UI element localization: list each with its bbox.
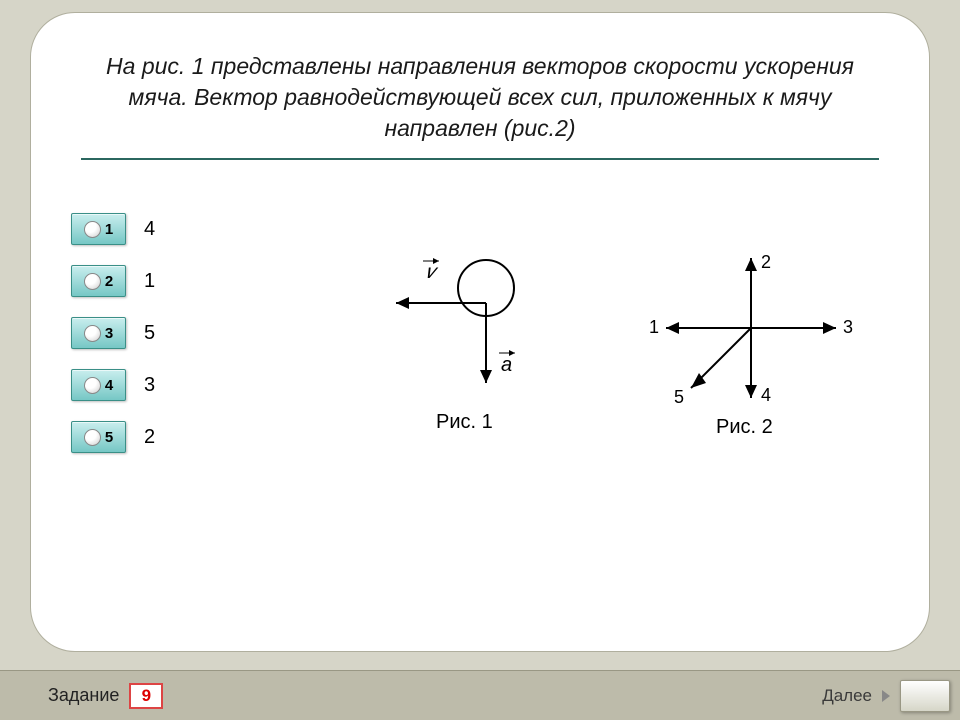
answer-text: 4 <box>144 218 155 241</box>
task-number-box: 9 <box>129 683 163 709</box>
radio-number: 2 <box>105 273 113 290</box>
radio-number: 1 <box>105 221 113 238</box>
task-number: 9 <box>142 686 151 706</box>
radio-number: 4 <box>105 377 113 394</box>
radio-circle-icon <box>84 377 101 394</box>
figures-area: 𝑣 a Рис. 1 <box>371 243 881 443</box>
answer-row: 3 5 <box>71 317 155 349</box>
fig2-label-2: 2 <box>761 252 771 272</box>
chevron-right-icon <box>882 690 890 702</box>
answer-radio-1[interactable]: 1 <box>71 213 126 245</box>
next-label: Далее <box>822 686 872 706</box>
radio-circle-icon <box>84 429 101 446</box>
answer-row: 1 4 <box>71 213 155 245</box>
fig1-v-label: 𝑣 <box>426 261 439 283</box>
radio-number: 5 <box>105 429 113 446</box>
divider <box>81 158 879 160</box>
answer-radio-5[interactable]: 5 <box>71 421 126 453</box>
fig1-a-label: a <box>501 354 512 376</box>
fig2-label-3: 3 <box>843 317 853 337</box>
answers-list: 1 4 2 1 3 5 4 3 <box>71 213 155 453</box>
answer-text: 2 <box>144 426 155 449</box>
fig2-label-1: 1 <box>649 317 659 337</box>
fig2-caption: Рис. 2 <box>716 416 773 438</box>
answer-row: 5 2 <box>71 421 155 453</box>
radio-number: 3 <box>105 325 113 342</box>
answer-row: 4 3 <box>71 369 155 401</box>
answer-text: 3 <box>144 374 155 397</box>
figure-1: 𝑣 a Рис. 1 <box>371 243 561 443</box>
task-label: Задание <box>48 685 119 706</box>
answer-radio-4[interactable]: 4 <box>71 369 126 401</box>
answer-text: 1 <box>144 270 155 293</box>
question-panel: На рис. 1 представлены направления векто… <box>30 12 930 652</box>
radio-circle-icon <box>84 221 101 238</box>
next-button[interactable] <box>900 680 950 712</box>
figure-2: 1 2 3 4 5 Рис. 2 <box>621 243 881 443</box>
answer-radio-3[interactable]: 3 <box>71 317 126 349</box>
bottom-bar: Задание 9 Далее <box>0 670 960 720</box>
fig2-label-5: 5 <box>674 387 684 407</box>
next-area: Далее <box>822 680 950 712</box>
radio-circle-icon <box>84 273 101 290</box>
question-text: На рис. 1 представлены направления векто… <box>101 51 859 144</box>
radio-circle-icon <box>84 325 101 342</box>
answer-text: 5 <box>144 322 155 345</box>
fig1-caption: Рис. 1 <box>436 411 493 433</box>
fig2-label-4: 4 <box>761 385 771 405</box>
answer-radio-2[interactable]: 2 <box>71 265 126 297</box>
answer-row: 2 1 <box>71 265 155 297</box>
